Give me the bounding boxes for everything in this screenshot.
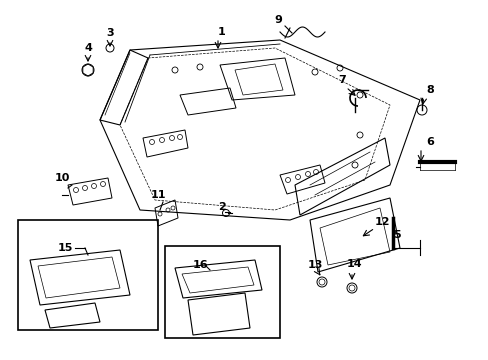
Text: 14: 14: [346, 259, 362, 269]
Text: 16: 16: [192, 260, 207, 270]
Text: 7: 7: [337, 75, 345, 85]
Text: 11: 11: [150, 190, 165, 200]
Text: 2: 2: [218, 202, 225, 212]
Text: 5: 5: [392, 230, 400, 240]
Text: 13: 13: [306, 260, 322, 270]
Text: 15: 15: [57, 243, 73, 253]
Text: 10: 10: [54, 173, 70, 183]
Text: 4: 4: [84, 43, 92, 53]
Text: 8: 8: [425, 85, 433, 95]
Text: 1: 1: [218, 27, 225, 37]
Text: 9: 9: [273, 15, 282, 25]
Text: 3: 3: [106, 28, 114, 38]
Text: 12: 12: [373, 217, 389, 227]
Text: 6: 6: [425, 137, 433, 147]
